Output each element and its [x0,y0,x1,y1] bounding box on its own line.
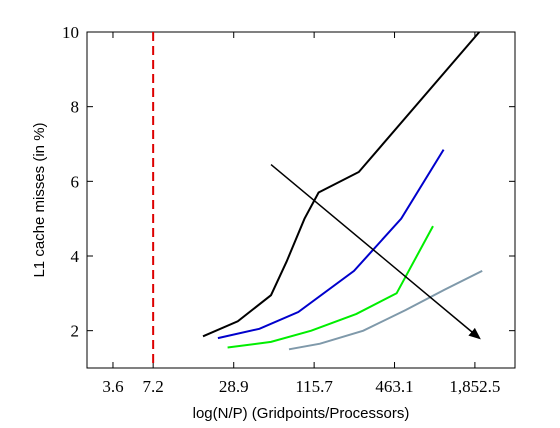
series-line-1 [202,31,481,338]
trend-arrow-group [270,163,481,340]
x-tick-label: 28.9 [219,377,249,396]
y-tick-label: 4 [71,247,80,266]
x-tick-label: 3.6 [102,377,123,396]
series-layer [202,31,483,351]
trend-arrow [270,163,481,340]
y-axis: 2 4 6 8 10 [62,23,515,341]
y-tick-label: 2 [71,322,80,341]
series-line-2 [217,149,445,340]
x-tick-label: 115.7 [295,377,333,396]
x-axis-label: log(N/P) (Gridpoints/Processors) [193,405,410,422]
series-line-3 [227,225,434,349]
y-tick-label: 6 [71,172,80,191]
x-tick-label: 463.1 [375,377,413,396]
y-axis-label: L1 cache misses (in %) [31,122,48,277]
x-tick-label: 1,852.5 [449,377,500,396]
y-tick-label: 8 [71,98,80,117]
series-line-4 [288,270,483,351]
x-tick-label: 7.2 [143,377,164,396]
y-tick-label: 10 [62,23,79,42]
plot-area [86,31,516,369]
x-axis: 3.6 7.2 28.9 115.7 463.1 1,852.5 [102,32,500,396]
